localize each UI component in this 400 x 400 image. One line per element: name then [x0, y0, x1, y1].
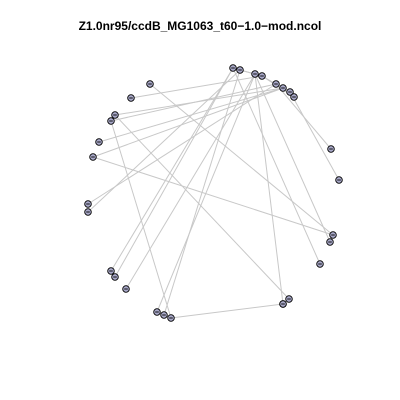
graph-node [326, 238, 334, 246]
graph-edge [98, 87, 284, 143]
graph-node [111, 111, 119, 119]
graph-node [272, 80, 280, 88]
graph-edge [87, 83, 277, 205]
graph-node [279, 84, 287, 92]
edge-layer [87, 67, 340, 319]
graph-edge [110, 67, 234, 272]
graph-node [329, 231, 337, 239]
graph-node [286, 88, 294, 96]
graph-node [229, 64, 237, 72]
graph-edge [114, 114, 290, 300]
graph-node [335, 176, 343, 184]
graph-node [279, 300, 287, 308]
graph-node [236, 66, 244, 74]
graph-node [107, 117, 115, 125]
graph-edge [254, 73, 331, 243]
graph-node [84, 208, 92, 216]
graph-edge [87, 69, 241, 213]
graph-edge [156, 73, 256, 313]
graph-title: Z1.0nr95/ccdB_MG1063_t60−1.0−mod.ncol [78, 19, 322, 33]
graph-edge [130, 75, 263, 99]
graph-edge [275, 83, 332, 150]
graph-node [258, 72, 266, 80]
graph-edge [110, 120, 172, 319]
graph-node [89, 153, 97, 161]
graph-node [127, 94, 135, 102]
node-layer [84, 64, 343, 322]
graph-node [167, 314, 175, 322]
graph-node [146, 80, 154, 88]
graph-node [122, 285, 130, 293]
graph-edge [114, 87, 284, 116]
graph-edge [114, 67, 234, 278]
graph-node [95, 138, 103, 146]
graph-node [153, 308, 161, 316]
graph-edge [254, 73, 284, 305]
graph-node [327, 145, 335, 153]
graph-edge [125, 73, 256, 290]
graph-edge [149, 83, 334, 236]
graph-node [316, 260, 324, 268]
graph-node [111, 273, 119, 281]
graph-node [290, 93, 298, 101]
graph-node [107, 267, 115, 275]
graph-edge [232, 67, 321, 265]
graph-edge [289, 91, 340, 181]
graph-node [251, 70, 259, 78]
graph-edge [170, 303, 284, 319]
graph-node [84, 200, 92, 208]
graph-node [285, 295, 293, 303]
graph-node [160, 311, 168, 319]
